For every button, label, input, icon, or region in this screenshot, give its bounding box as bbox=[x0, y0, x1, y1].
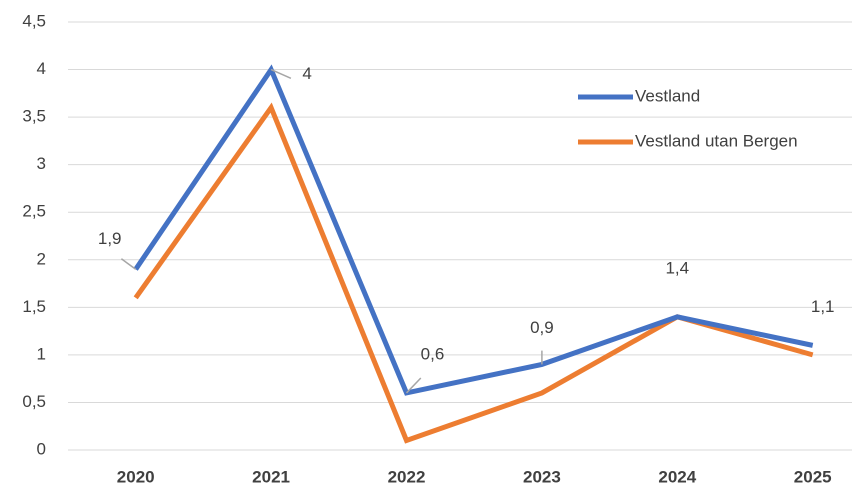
x-tick-label: 2020 bbox=[117, 467, 155, 486]
x-tick-label: 2025 bbox=[794, 467, 832, 486]
y-tick-label: 3 bbox=[37, 154, 46, 173]
data-label: 1,4 bbox=[665, 258, 689, 277]
data-label: 1,9 bbox=[98, 229, 122, 248]
y-tick-label: 4,5 bbox=[22, 11, 46, 30]
leader-line bbox=[270, 68, 292, 79]
data-label: 4 bbox=[302, 64, 311, 83]
legend-label: Vestland bbox=[635, 86, 700, 105]
x-tick-label: 2021 bbox=[252, 467, 290, 486]
data-label: 1,1 bbox=[811, 297, 835, 316]
y-tick-label: 1,5 bbox=[22, 297, 46, 316]
y-tick-label: 2,5 bbox=[22, 202, 46, 221]
x-tick-label: 2023 bbox=[523, 467, 561, 486]
data-label: 0,9 bbox=[530, 318, 554, 337]
data-label: 0,6 bbox=[421, 344, 445, 363]
y-tick-label: 1 bbox=[37, 344, 46, 363]
legend-label: Vestland utan Bergen bbox=[635, 131, 798, 150]
series-line bbox=[133, 102, 814, 444]
x-tick-label: 2024 bbox=[658, 467, 696, 486]
y-tick-label: 0 bbox=[37, 439, 46, 458]
series-line bbox=[133, 64, 814, 396]
y-tick-label: 4 bbox=[37, 59, 46, 78]
leader-line bbox=[120, 258, 137, 270]
leader-line bbox=[405, 377, 422, 394]
y-tick-label: 0,5 bbox=[22, 392, 46, 411]
y-tick-label: 3,5 bbox=[22, 107, 46, 126]
y-tick-label: 2 bbox=[37, 249, 46, 268]
x-tick-label: 2022 bbox=[388, 467, 426, 486]
